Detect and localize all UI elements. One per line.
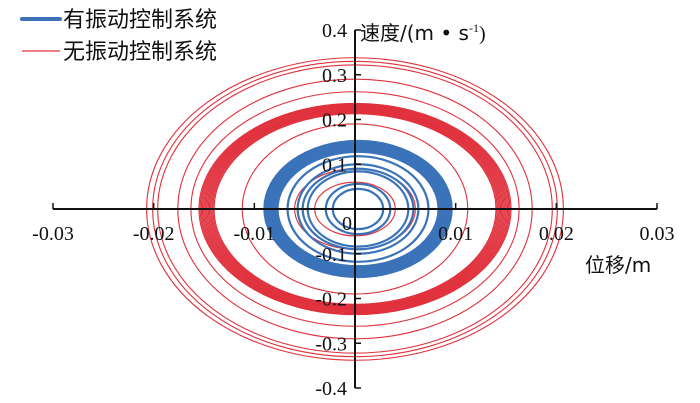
axes: -0.03 -0.02 -0.01 0.01 0.02 0.03 0.4 0.3 0.2 0.1 -… — [32, 20, 674, 400]
x-axis-label: 位移/m — [585, 253, 651, 277]
legend-label-controlled: 有振动控制系统 — [63, 8, 217, 33]
y-axis-label: 速度/(m • s-1) — [360, 21, 486, 45]
y-tick-label: 0.4 — [322, 20, 347, 42]
x-tick-label: 0.01 — [438, 223, 473, 245]
y-tick-label: -0.1 — [315, 244, 347, 266]
y-tick-label: -0.2 — [315, 289, 347, 311]
x-tick-label: 0.02 — [539, 223, 574, 245]
x-tick-label: -0.03 — [32, 223, 74, 245]
y-tick-label: 0.2 — [322, 110, 347, 132]
x-tick-label: 0.03 — [640, 223, 675, 245]
x-tick-label: -0.02 — [133, 223, 175, 245]
y-tick-label: -0.3 — [315, 333, 347, 355]
legend: 有振动控制系统 无振动控制系统 — [20, 8, 217, 65]
y-tick-label: -0.4 — [315, 378, 347, 400]
origin-label: 0 — [342, 213, 352, 235]
y-tick-label: 0.1 — [322, 154, 347, 176]
legend-label-uncontrolled: 无振动控制系统 — [63, 40, 217, 65]
y-tick-label: 0.3 — [322, 65, 347, 87]
x-tick-label: -0.01 — [233, 223, 275, 245]
